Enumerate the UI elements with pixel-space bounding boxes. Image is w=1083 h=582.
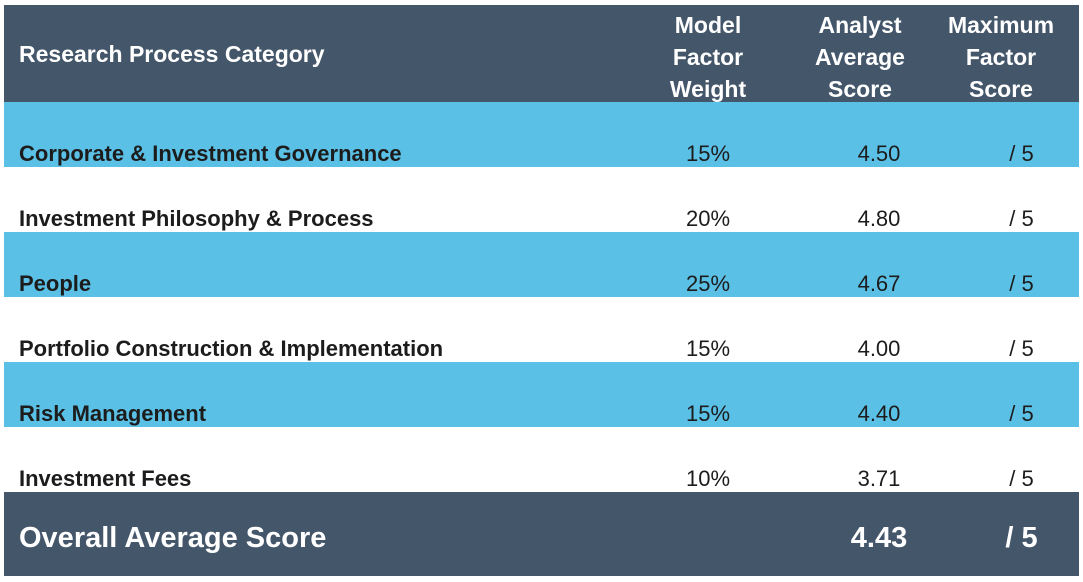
table-header: Research Process Category Model Factor W… [4,5,1079,102]
row-weight: 25% [685,271,731,296]
row-category: People [19,271,92,296]
overall-max-score: / 5 [1005,522,1038,554]
score-table: Research Process Category Model Factor W… [4,5,1079,576]
row-score: 3.71 [857,466,901,491]
header-max-line-2: Factor [965,44,1037,70]
row-weight: 15% [685,401,731,426]
table-row: Investment Philosophy & Process 20% 4.80… [4,167,1079,232]
row-category: Portfolio Construction & Implementation [19,336,444,361]
row-category: Corporate & Investment Governance [19,141,402,166]
header-score-line-1: Analyst [818,12,902,38]
header-category: Research Process Category [19,41,325,67]
row-max: / 5 [1009,401,1034,426]
overall-average-label: Overall Average Score [19,522,327,554]
header-score-line-2: Average [815,44,905,70]
row-max: / 5 [1009,336,1034,361]
header-model-factor-weight: Model Factor Weight [648,9,768,105]
header-weight-line-1: Model [674,12,742,38]
row-max: / 5 [1009,271,1034,296]
table-row: Portfolio Construction & Implementation … [4,297,1079,362]
overall-average-score: 4.43 [850,522,908,554]
table-row: Corporate & Investment Governance 15% 4.… [4,102,1079,167]
table-row: Investment Fees 10% 3.71 / 5 [4,427,1079,492]
row-weight: 20% [685,206,731,231]
row-score: 4.67 [857,271,901,296]
row-score: 4.50 [857,141,901,166]
table-row: People 25% 4.67 / 5 [4,232,1079,297]
header-max-line-1: Maximum [947,12,1055,38]
table-footer: Overall Average Score 4.43 / 5 [4,492,1079,576]
row-category: Risk Management [19,401,207,426]
row-max: / 5 [1009,141,1034,166]
header-maximum-factor-score: Maximum Factor Score [936,9,1066,105]
row-weight: 10% [685,466,731,491]
header-max-line-3: Score [969,76,1033,102]
row-score: 4.80 [857,206,901,231]
header-weight-line-2: Factor [672,44,744,70]
row-max: / 5 [1009,466,1034,491]
table-row: Risk Management 15% 4.40 / 5 [4,362,1079,427]
header-analyst-average-score: Analyst Average Score [800,9,920,105]
row-max: / 5 [1009,206,1034,231]
row-score: 4.00 [857,336,901,361]
row-score: 4.40 [857,401,901,426]
header-weight-line-3: Weight [669,76,747,102]
row-weight: 15% [685,336,731,361]
header-score-line-3: Score [828,76,892,102]
row-weight: 15% [685,141,731,166]
row-category: Investment Fees [19,466,192,491]
row-category: Investment Philosophy & Process [19,206,374,231]
